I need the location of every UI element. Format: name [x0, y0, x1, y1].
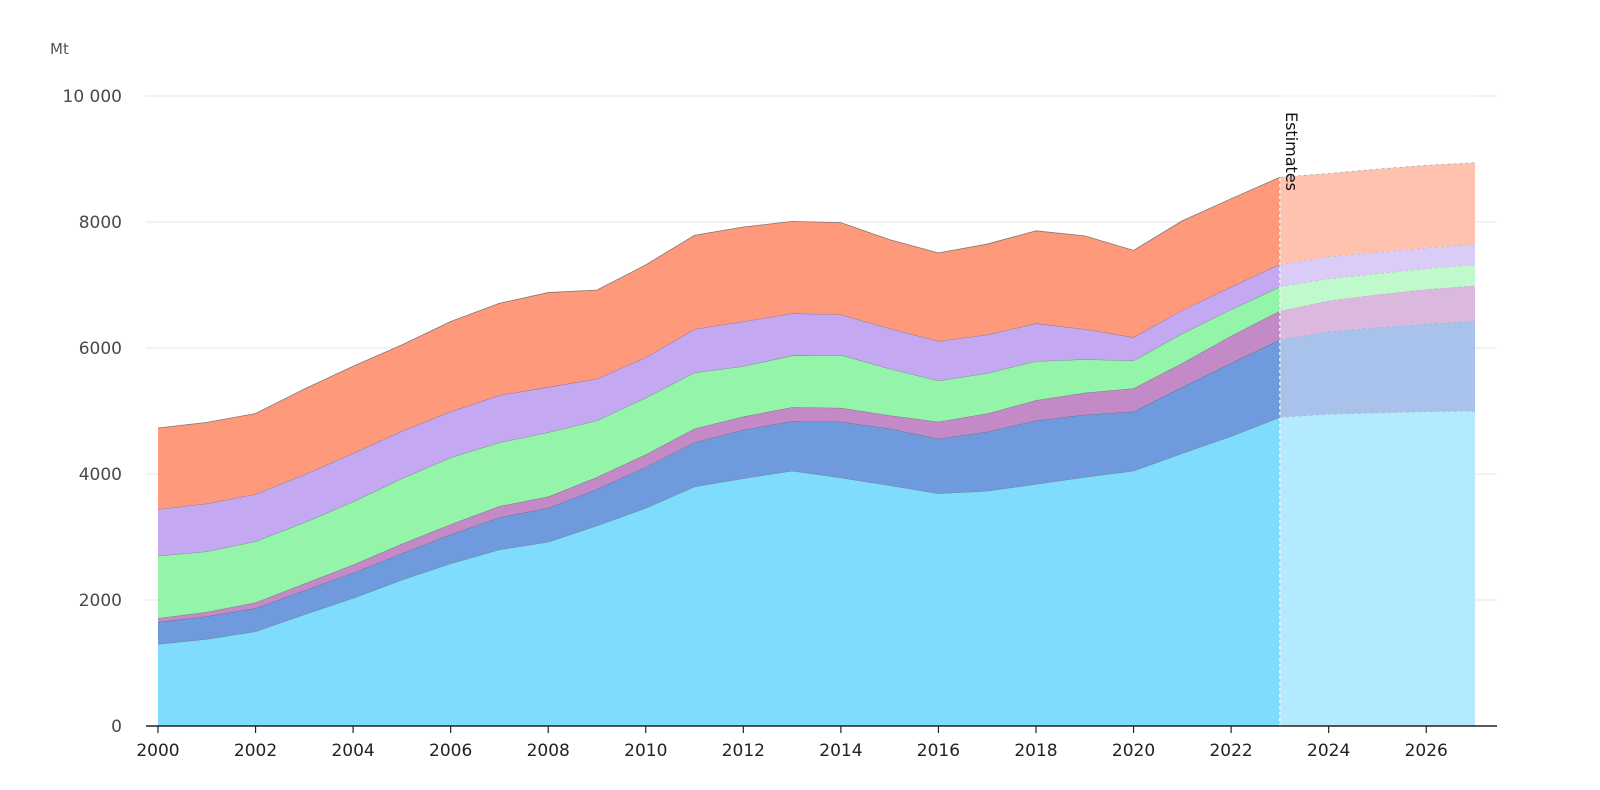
- axis-labels: 0 2000 4000 6000 8000 10 000 Mt 2000 2002 2004 200…: [50, 40, 1448, 761]
- x-tick-label: 2002: [234, 741, 277, 761]
- y-tick-label: 0: [111, 717, 122, 737]
- series-area-6: [158, 162, 1475, 510]
- x-tick-label: 2004: [331, 741, 374, 761]
- estimates-shade: [1279, 76, 1475, 726]
- y-unit-label: Mt: [50, 40, 69, 58]
- series-top-line-6: [157, 176, 1281, 429]
- x-tick-label: 2022: [1209, 741, 1252, 761]
- x-tick-label: 2014: [819, 741, 862, 761]
- series-area-1: [158, 411, 1475, 726]
- y-tick-label: 10 000: [63, 87, 122, 107]
- series-areas: [157, 162, 1476, 726]
- series-area-2: [158, 320, 1475, 645]
- x-tick-label: 2010: [624, 741, 667, 761]
- series-area-5: [158, 244, 1475, 556]
- series-area-4: [158, 264, 1475, 619]
- x-tick-label: 2024: [1307, 741, 1350, 761]
- x-tick-label: 2000: [136, 741, 179, 761]
- x-tick-label: 2016: [917, 741, 960, 761]
- series-top-line-2: [157, 339, 1281, 623]
- axes: [146, 725, 1497, 733]
- y-tick-label: 6000: [79, 339, 122, 359]
- x-tick-label: 2008: [527, 741, 570, 761]
- x-tick-label: 2012: [722, 741, 765, 761]
- x-tick-label: 2020: [1112, 741, 1155, 761]
- series-area-3: [158, 285, 1475, 623]
- estimates-overlay: Estimates: [1279, 76, 1475, 726]
- x-tick-label: 2006: [429, 741, 472, 761]
- y-tick-label: 8000: [79, 213, 122, 233]
- y-tick-label: 2000: [79, 591, 122, 611]
- estimates-label: Estimates: [1282, 112, 1301, 191]
- y-tick-label: 4000: [79, 465, 122, 485]
- x-tick-label: 2026: [1405, 741, 1448, 761]
- series-top-line-estimate-6: [1279, 162, 1476, 178]
- x-tick-label: 2018: [1014, 741, 1057, 761]
